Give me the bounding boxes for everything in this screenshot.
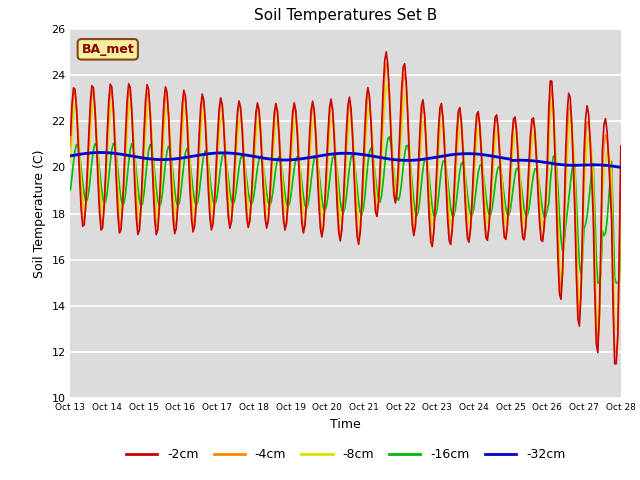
Legend: -2cm, -4cm, -8cm, -16cm, -32cm: -2cm, -4cm, -8cm, -16cm, -32cm [121, 443, 570, 466]
Y-axis label: Soil Temperature (C): Soil Temperature (C) [33, 149, 45, 278]
Title: Soil Temperatures Set B: Soil Temperatures Set B [254, 9, 437, 24]
X-axis label: Time: Time [330, 418, 361, 431]
Text: BA_met: BA_met [81, 43, 134, 56]
